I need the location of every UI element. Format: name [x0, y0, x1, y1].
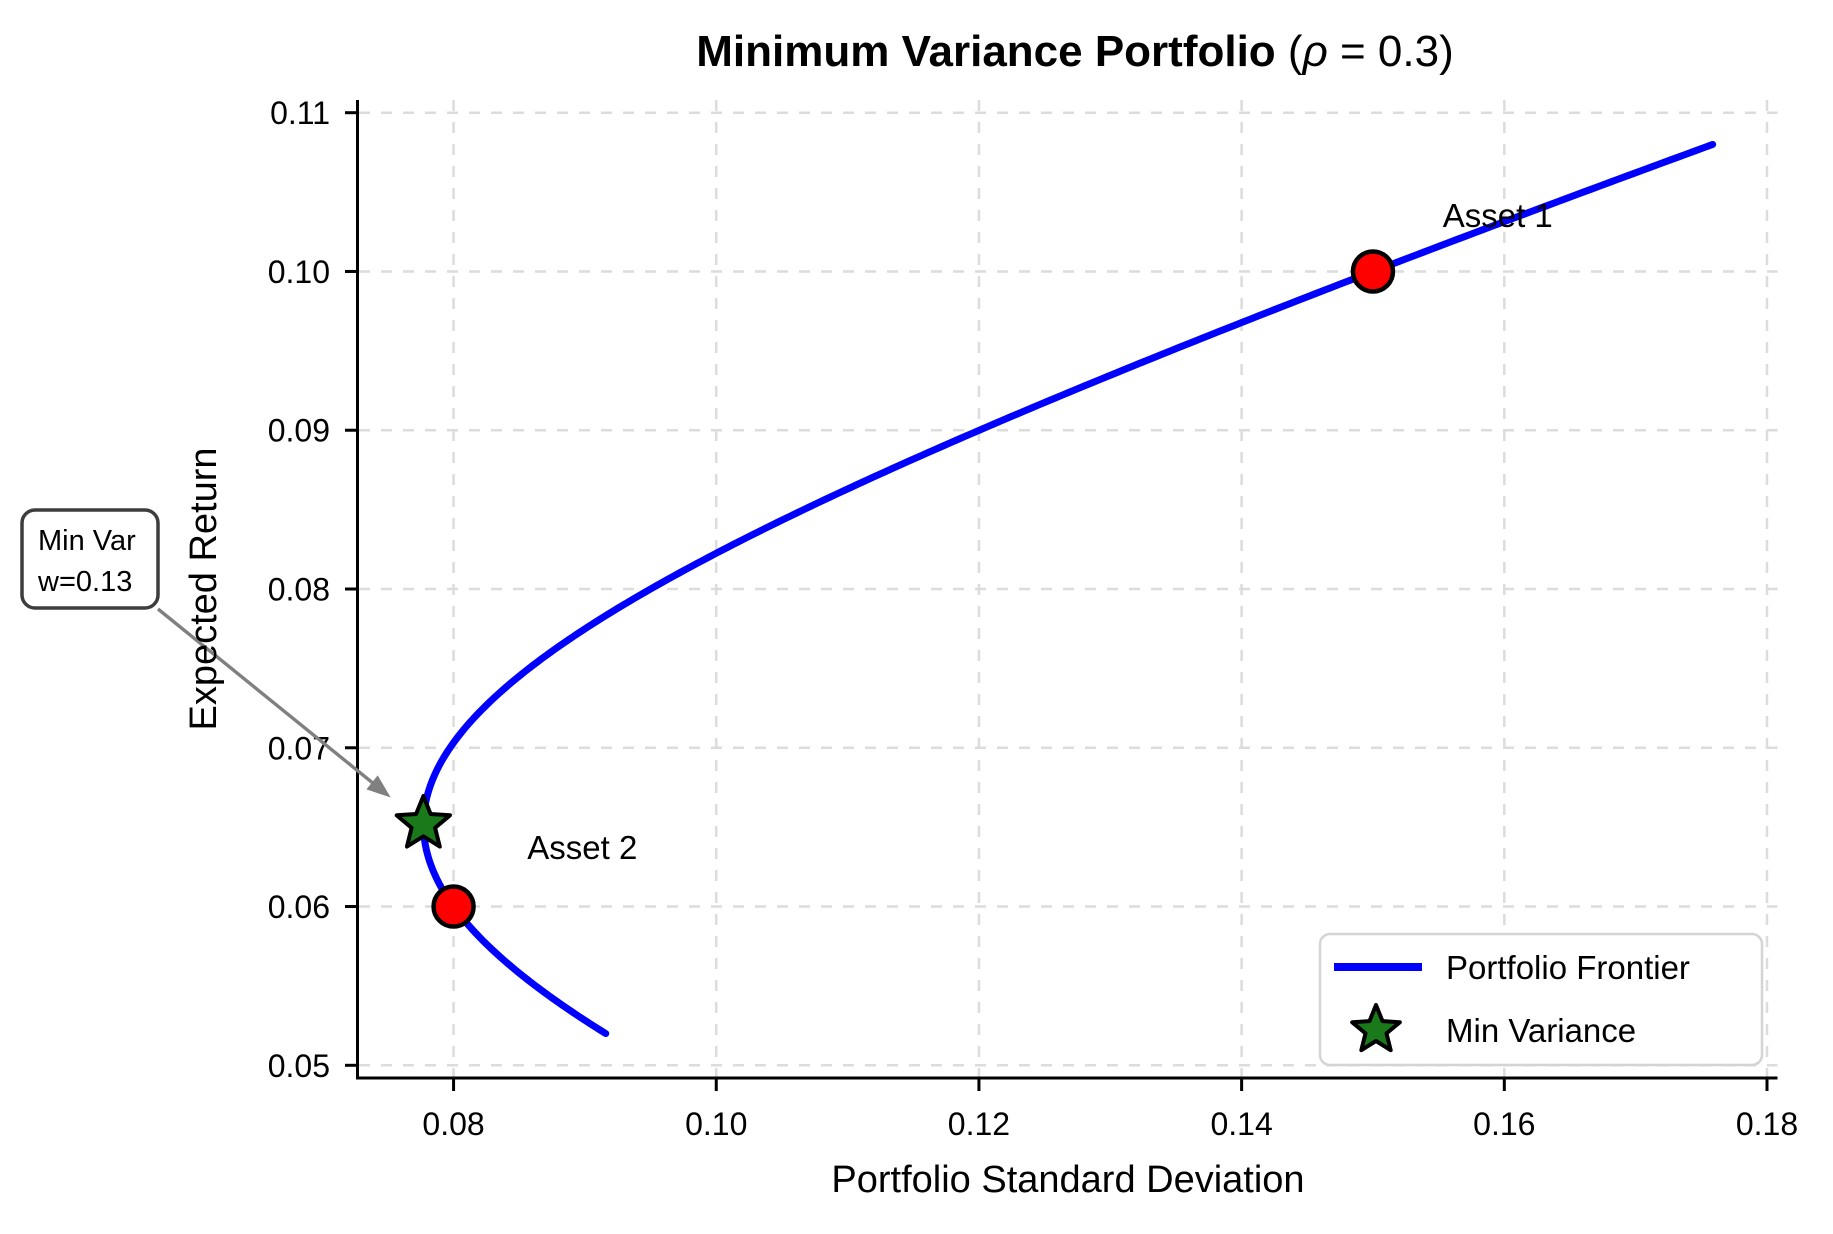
y-tick-label: 0.05: [268, 1048, 330, 1084]
legend: Portfolio Frontier Min Variance: [1318, 932, 1764, 1067]
minvar-annotation-box: Min Var w=0.13: [20, 508, 160, 610]
legend-star-icon: [1350, 1003, 1402, 1053]
x-tick-label: 0.10: [685, 1106, 747, 1142]
asset2-annotation-label: Asset 2: [527, 829, 637, 866]
portfolio-frontier-curve: [419, 140, 1717, 1038]
gridlines: [359, 100, 1778, 1078]
x-tick-label: 0.08: [422, 1106, 484, 1142]
y-tick-label: 0.06: [268, 889, 330, 925]
x-axis-label: Portfolio Standard Deviation: [831, 1159, 1304, 1201]
asset1-marker: [1350, 249, 1396, 294]
arrow-head: [366, 775, 391, 798]
chart-title: Minimum Variance Portfolio (ρ = 0.3): [696, 27, 1454, 76]
y-tick-label: 0.08: [268, 572, 330, 608]
minvar-box-frame: [20, 508, 160, 610]
x-tick-label: 0.18: [1736, 1106, 1798, 1142]
minvar-annotation-arrow: [156, 607, 391, 798]
asset2-marker: [431, 884, 476, 929]
y-tick-label: 0.10: [268, 254, 330, 290]
x-tick-label: 0.16: [1473, 1106, 1535, 1142]
asset1-annotation-label: Asset 1: [1443, 197, 1553, 234]
y-tick-label: 0.09: [268, 413, 330, 449]
minvar-box-line1: Min Var: [38, 525, 136, 557]
arrow-shaft: [156, 607, 375, 786]
minvar-box-line2: w=0.13: [37, 566, 132, 598]
axis-ticks: [345, 111, 1769, 1091]
x-tick-label: 0.12: [948, 1106, 1010, 1142]
y-tick-label: 0.07: [268, 730, 330, 766]
legend-frame: [1318, 932, 1764, 1067]
min-variance-star-marker: [394, 794, 452, 849]
data-point-markers: [394, 249, 1396, 929]
x-tick-label: 0.14: [1210, 1106, 1272, 1142]
tick-labels: 0.08 0.10 0.12 0.14 0.16 0.18 0.05 0.06 0.07 0.08…: [268, 95, 1798, 1142]
frontier-line: [419, 140, 1717, 1038]
legend-entry-frontier: Portfolio Frontier: [1446, 949, 1690, 986]
legend-entry-minvariance: Min Variance: [1446, 1012, 1636, 1049]
y-tick-label: 0.11: [270, 95, 330, 131]
y-axis-label: Expected Return: [183, 447, 225, 730]
